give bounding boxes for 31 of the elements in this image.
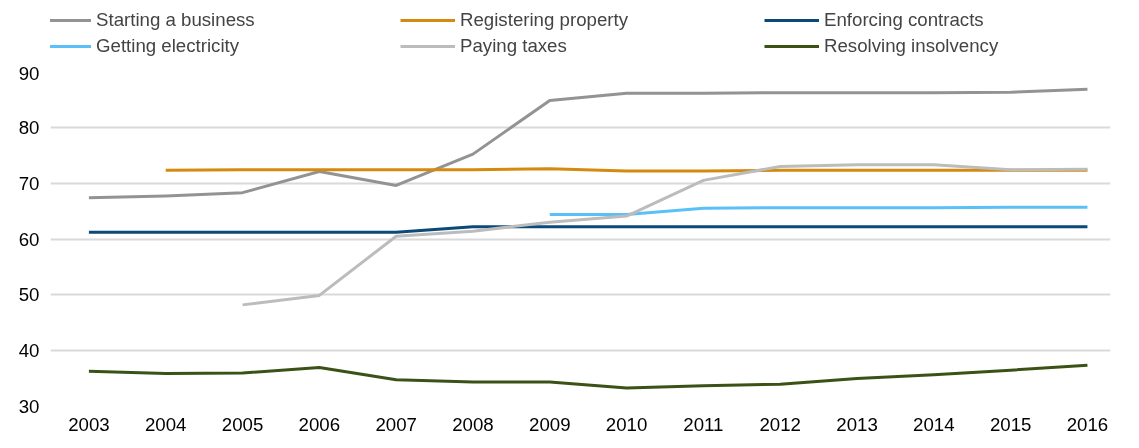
- x-tick-label: 2007: [375, 413, 417, 435]
- x-tick-label: 2012: [759, 413, 801, 435]
- x-tick-label: 2016: [1066, 413, 1109, 435]
- legend-label: Enforcing contracts: [824, 9, 985, 31]
- y-tick-label: 40: [18, 340, 40, 362]
- legend-label: Getting electricity: [96, 35, 241, 57]
- x-tick-label: 2005: [221, 413, 264, 435]
- y-tick-label: 50: [18, 284, 40, 306]
- legend-label: Registering property: [460, 9, 629, 31]
- legend-label: Paying taxes: [460, 35, 568, 57]
- line-series: [548, 205, 1089, 216]
- x-tick-label: 2004: [144, 413, 187, 435]
- x-tick-label: 2013: [836, 413, 878, 435]
- legend-label: Starting a business: [96, 9, 256, 31]
- y-tick-label: 60: [18, 228, 40, 250]
- legend-label: Resolving insolvency: [824, 35, 1000, 57]
- line-series: [241, 163, 1089, 307]
- x-tick-label: 2008: [452, 413, 494, 435]
- y-tick-label: 70: [18, 172, 40, 194]
- x-tick-label: 2006: [298, 413, 341, 435]
- line-series: [87, 87, 1089, 200]
- x-tick-label: 2014: [913, 413, 955, 435]
- line-series: [87, 363, 1089, 390]
- x-tick-label: 2003: [68, 413, 110, 435]
- y-tick-label: 30: [18, 396, 40, 417]
- x-tick-label: 2011: [683, 413, 724, 435]
- x-tick-label: 2015: [989, 413, 1032, 435]
- y-tick-label: 90: [18, 62, 40, 84]
- y-tick-label: 80: [18, 116, 40, 138]
- x-tick-label: 2010: [605, 413, 648, 435]
- x-tick-label: 2009: [529, 413, 571, 435]
